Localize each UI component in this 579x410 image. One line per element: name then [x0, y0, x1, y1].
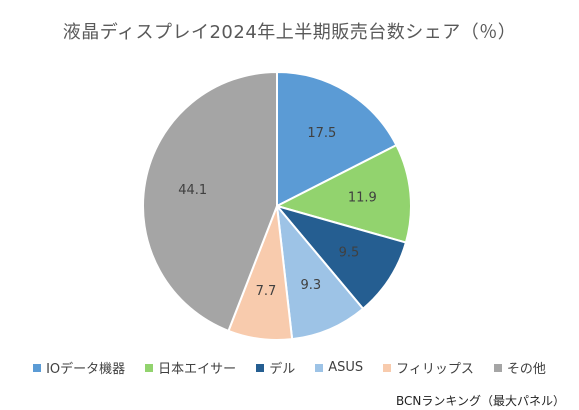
data-label-3: 9.3 — [300, 278, 321, 293]
pie-slice-0 — [276, 70, 398, 208]
legend-item-asus: ASUS — [315, 358, 363, 377]
data-label-5: 44.1 — [178, 183, 207, 198]
pie-slice-3 — [275, 202, 365, 341]
legend-swatch — [33, 363, 42, 372]
legend-label: ASUS — [328, 360, 364, 375]
data-label-4: 7.7 — [256, 284, 277, 299]
legend-item-iodata: IOデータ機器 — [33, 358, 125, 377]
legend-item-dell: デル — [256, 358, 295, 377]
legend-swatch — [145, 363, 154, 372]
data-label-2: 9.5 — [339, 246, 360, 261]
chart-title: 液晶ディスプレイ2024年上半期販売台数シェア（％） — [62, 22, 517, 43]
data-label-1: 11.9 — [348, 191, 377, 206]
legend-label: フィリップス — [396, 362, 474, 377]
legend-swatch — [315, 363, 324, 372]
legend: IOデータ機器 日本エイサー デル ASUS フィリップス その他 — [0, 358, 579, 377]
legend-label: IOデータ機器 — [46, 362, 126, 377]
legend-swatch — [493, 363, 502, 372]
pie-slice-2 — [274, 204, 408, 311]
legend-swatch — [256, 363, 265, 372]
legend-swatch — [383, 363, 392, 372]
legend-label: デル — [269, 362, 296, 377]
legend-item-philips: フィリップス — [383, 358, 474, 377]
pie-slice-5 — [142, 70, 278, 333]
source-note: BCNランキング（最大パネル） — [395, 394, 565, 408]
legend-label: 日本エイサー — [158, 362, 237, 377]
data-label-0: 17.5 — [307, 126, 336, 141]
legend-item-other: その他 — [493, 358, 546, 377]
legend-label: その他 — [506, 362, 546, 377]
legend-item-acer: 日本エイサー — [145, 358, 236, 377]
pie-slice-1 — [274, 143, 412, 244]
